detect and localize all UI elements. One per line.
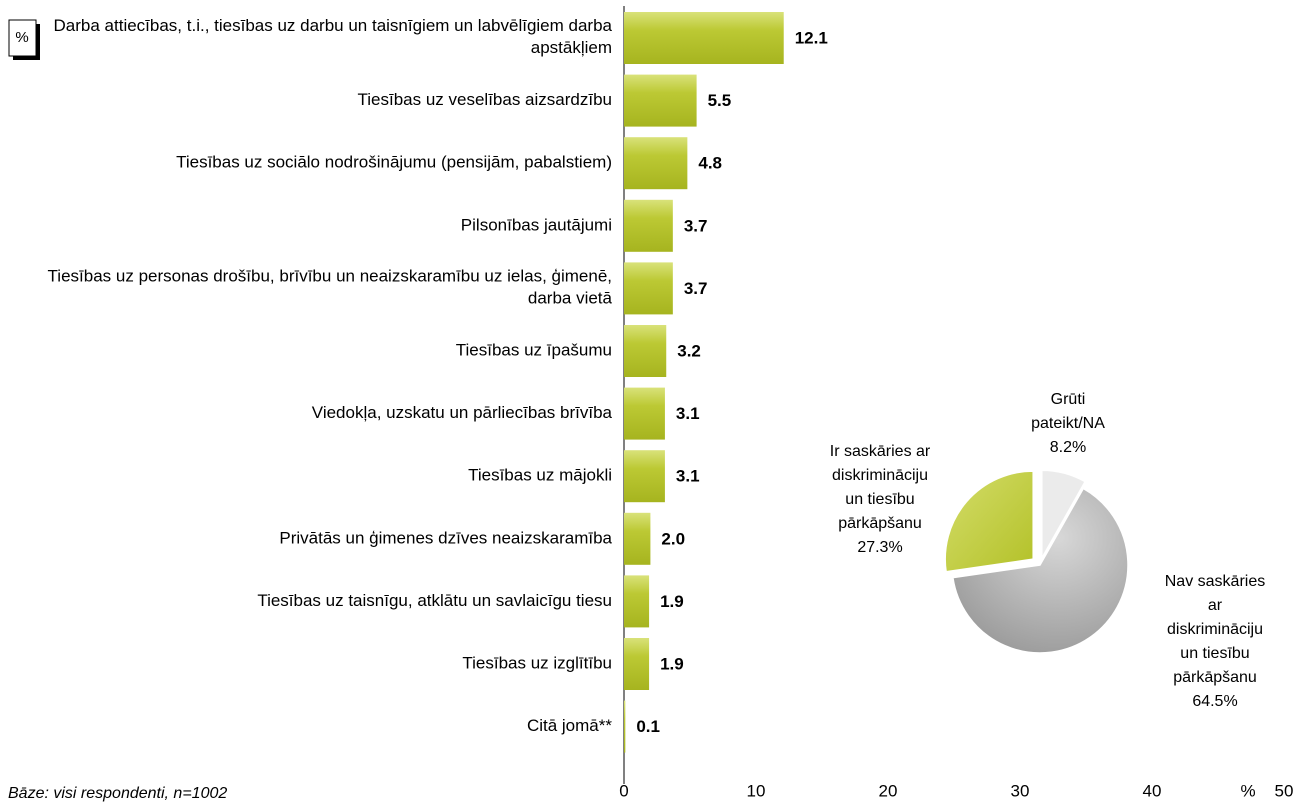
slice-label: pateikt/NA	[1031, 415, 1105, 432]
unit-badge: %	[15, 29, 28, 46]
pie-slice	[944, 470, 1034, 573]
value-label: 3.1	[676, 467, 700, 486]
pie-slice	[1041, 469, 1087, 562]
category-label: Tiesības uz īpašumu	[456, 340, 612, 359]
bar	[624, 199, 673, 252]
bar	[624, 262, 673, 315]
category-label: Tiesības uz mājokli	[468, 466, 612, 485]
category-line: apstākļiem	[531, 38, 612, 57]
value-label: 4.8	[698, 154, 722, 173]
category-label: Privātās un ģimenes dzīves neaizskaramīb…	[279, 528, 612, 547]
value-label: 3.7	[684, 279, 708, 298]
slice-label: diskrimināciju	[832, 467, 928, 484]
slice-label: un tiesību	[845, 491, 914, 508]
x-tick-label: 0	[619, 781, 628, 800]
slice-value: 8.2%	[1050, 439, 1086, 456]
category-label: Viedokļa, uzskatu un pārliecības brīvība	[312, 403, 613, 422]
slice-label: diskrimināciju	[1167, 621, 1263, 638]
value-label: 1.9	[660, 592, 684, 611]
category-label: Tiesības uz personas drošību, brīvību un…	[48, 267, 613, 308]
bar	[624, 137, 688, 190]
slice-label: pārkāpšanu	[1173, 669, 1257, 686]
slice-label: Nav saskāries	[1165, 573, 1265, 590]
category-label: Citā jomā**	[527, 716, 612, 735]
slice-label: ar	[1208, 597, 1223, 614]
bar	[624, 450, 665, 503]
category-line: Darba attiecības, t.i., tiesības uz darb…	[54, 16, 613, 35]
x-unit: %	[1240, 781, 1255, 800]
category-label: Tiesības uz veselības aizsardzību	[358, 90, 613, 109]
value-label: 0.1	[636, 717, 660, 736]
slice-label: Grūti	[1051, 391, 1086, 408]
x-tick-label: 20	[879, 781, 898, 800]
category-line: darba vietā	[528, 289, 613, 308]
value-label: 12.1	[795, 28, 828, 47]
value-label: 1.9	[660, 654, 684, 673]
bar	[624, 638, 650, 690]
bar	[624, 74, 697, 127]
x-tick-label: 40	[1143, 781, 1162, 800]
value-label: 3.1	[676, 404, 700, 423]
slice-label: un tiesību	[1180, 645, 1249, 662]
x-tick-label: 30	[1011, 781, 1030, 800]
bar	[624, 700, 626, 753]
bar	[624, 12, 784, 64]
x-tick-label: 10	[747, 781, 766, 800]
category-label: Darba attiecības, t.i., tiesības uz darb…	[54, 16, 613, 57]
bar	[624, 512, 651, 565]
bar	[624, 325, 667, 377]
badge-box	[8, 19, 37, 57]
category-label: Tiesības uz sociālo nodrošinājumu (pensi…	[176, 153, 612, 172]
slice-value: 64.5%	[1192, 693, 1237, 710]
bar	[624, 575, 650, 628]
value-label: 3.2	[677, 341, 701, 360]
slice-label: Ir saskāries ar	[830, 443, 931, 460]
slice-label: pārkāpšanu	[838, 515, 922, 532]
category-label: Pilsonības jautājumi	[461, 215, 612, 234]
category-label: Tiesības uz izglītību	[462, 653, 612, 672]
bar	[624, 387, 665, 440]
pie-slice	[952, 487, 1129, 654]
slice-value: 27.3%	[857, 539, 902, 556]
value-label: 5.5	[708, 91, 732, 110]
value-label: 2.0	[661, 529, 685, 548]
value-label: 3.7	[684, 216, 708, 235]
category-line: Tiesības uz personas drošību, brīvību un…	[48, 267, 612, 286]
x-tick-label: 50	[1275, 781, 1294, 800]
note: Bāze: visi respondenti, n=1002	[8, 785, 227, 802]
category-label: Tiesības uz taisnīgu, atklātu un savlaic…	[257, 591, 612, 610]
